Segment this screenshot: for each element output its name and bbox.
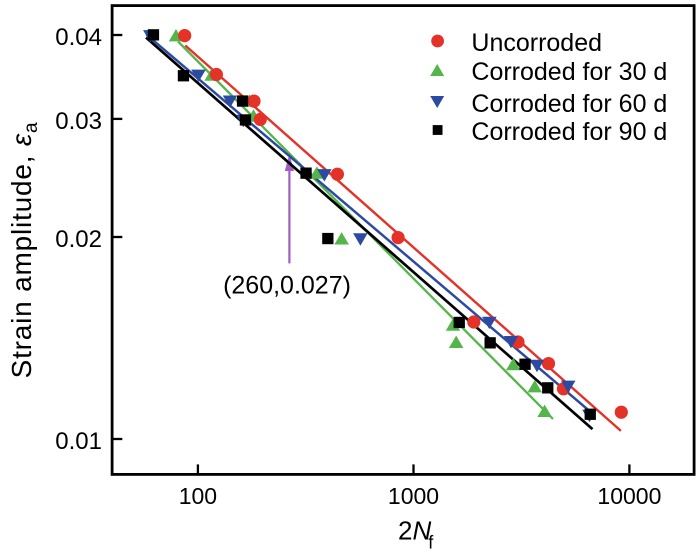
svg-text:1000: 1000 (388, 483, 439, 509)
svg-text:Corroded for 30 d: Corroded for 30 d (471, 58, 667, 86)
svg-text:Corroded for 90 d: Corroded for 90 d (471, 118, 667, 146)
svg-text:10000: 10000 (597, 483, 661, 509)
svg-text:Strain amplitude, εa: Strain amplitude, εa (6, 122, 42, 379)
svg-text:Uncorroded: Uncorroded (471, 29, 602, 57)
svg-text:(260,0.027): (260,0.027) (223, 272, 351, 300)
svg-text:2Nf: 2Nf (398, 516, 434, 553)
svg-text:0.04: 0.04 (55, 24, 102, 51)
svg-text:100: 100 (179, 483, 217, 509)
svg-text:0.01: 0.01 (55, 428, 102, 455)
svg-text:0.03: 0.03 (55, 108, 102, 135)
svg-text:0.02: 0.02 (55, 226, 102, 253)
svg-text:Corroded for 60 d: Corroded for 60 d (471, 90, 667, 118)
